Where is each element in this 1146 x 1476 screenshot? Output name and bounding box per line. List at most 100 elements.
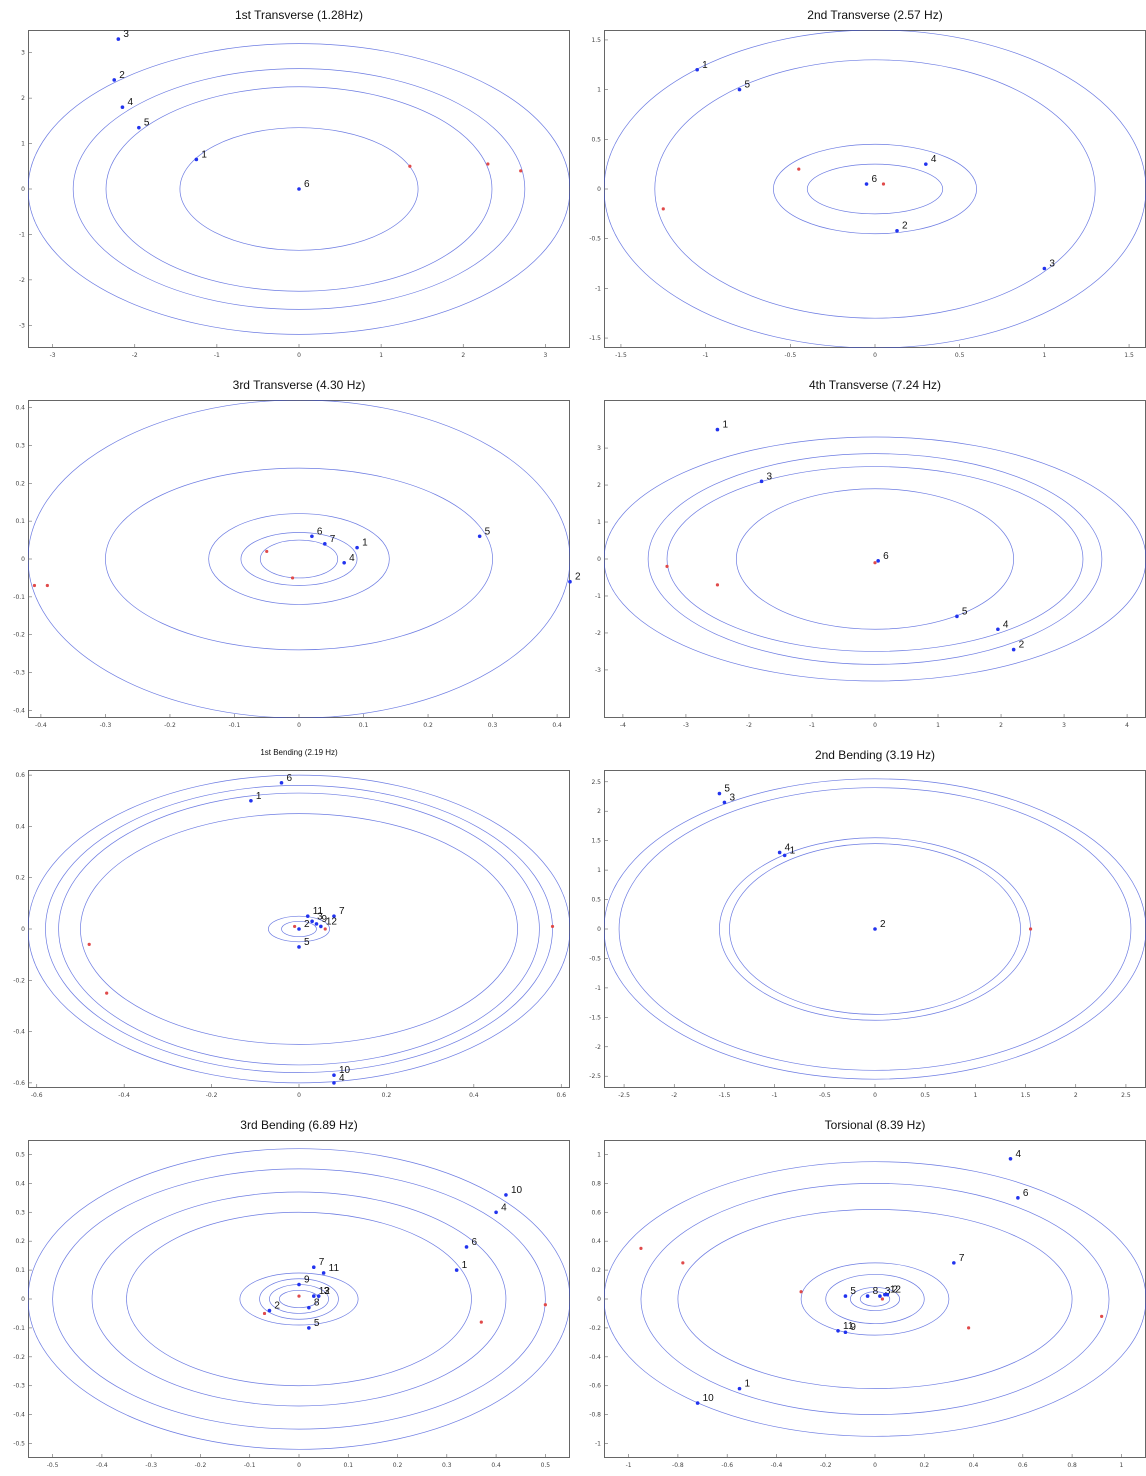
point-label: 7	[319, 1257, 325, 1268]
y-tick-label: -1.5	[589, 335, 601, 342]
x-tick-label: -3	[50, 352, 56, 359]
y-tick-label: 0.5	[591, 136, 601, 143]
point-label: 8	[873, 1286, 879, 1297]
data-point-1	[194, 157, 199, 162]
y-tick-label: 1.5	[591, 37, 601, 44]
y-tick-label: -1	[595, 1441, 601, 1448]
x-tick-label: 1.5	[1124, 352, 1134, 359]
data-point-3	[759, 479, 764, 484]
red-marker	[32, 583, 37, 588]
point-label: 4	[785, 842, 791, 853]
x-tick-label: -0.1	[244, 1462, 256, 1469]
orbit-ellipse	[259, 1278, 339, 1320]
point-label: 1	[462, 1260, 468, 1271]
red-marker	[881, 182, 886, 186]
y-tick-label: -1	[19, 231, 25, 238]
point-label: 3	[123, 29, 129, 40]
y-tick-label: -2	[595, 1044, 601, 1051]
y-tick-label: -0.1	[13, 1325, 25, 1332]
point-label: 5	[304, 937, 310, 948]
orbit-ellipse	[604, 30, 1146, 348]
y-tick-label: -0.5	[589, 236, 601, 243]
orbit-ellipse	[604, 436, 1146, 682]
point-label: 8	[314, 1298, 320, 1309]
data-point-5	[137, 125, 141, 130]
y-tick-label: -0.2	[13, 1354, 25, 1361]
chart-plot: -0.6 -0.4 -0.2 0 0.2 0.4 0.6 -0.6 -0.4 -0.2 0 0.2 0.…	[13, 770, 570, 1099]
x-tick-label: 0.2	[393, 1462, 403, 1469]
x-tick-label: -1	[626, 1462, 632, 1469]
data-point-3	[1042, 266, 1047, 271]
red-marker	[486, 162, 490, 166]
data-point-6	[279, 781, 284, 785]
x-tick-label: -0.6	[31, 1092, 43, 1099]
x-tick-label: 4	[1125, 722, 1129, 729]
x-tick-label: 0.6	[1018, 1462, 1028, 1469]
y-tick-label: -1.5	[589, 1014, 601, 1021]
plot-frame	[604, 30, 1146, 348]
red-marker	[665, 564, 669, 568]
x-tick-label: 0	[297, 352, 301, 359]
y-tick-label: 0.4	[591, 1238, 601, 1245]
data-point-3	[878, 1294, 882, 1298]
point-label: 3	[317, 911, 323, 922]
point-label: 1	[745, 1379, 751, 1390]
y-tick-label: 0.5	[15, 1151, 25, 1158]
y-tick-label: -0.3	[13, 670, 25, 677]
x-tick-label: -0.4	[96, 1462, 108, 1469]
data-point-9	[314, 922, 319, 926]
y-tick-label: 0	[21, 1296, 25, 1303]
orbit-ellipse	[72, 68, 526, 310]
x-tick-label: 0.8	[1067, 1462, 1077, 1469]
point-label: 5	[144, 118, 150, 129]
x-tick-label: 0.3	[442, 1462, 452, 1469]
y-tick-label: -3	[595, 667, 601, 674]
data-point-4	[777, 850, 782, 855]
data-point-12	[883, 1292, 887, 1297]
orbit-ellipse	[850, 1287, 900, 1311]
point-label: 7	[339, 906, 345, 917]
orbit-ellipse	[28, 774, 570, 1084]
x-tick-label: -1	[772, 1092, 778, 1099]
point-label: 6	[317, 526, 323, 537]
x-tick-label: 2	[461, 352, 465, 359]
data-point-11	[305, 914, 310, 918]
red-marker	[323, 927, 327, 931]
x-tick-label: -0.2	[820, 1462, 832, 1469]
orbit-ellipse	[80, 813, 518, 1045]
data-point-2	[885, 1292, 890, 1297]
orbit-ellipse	[179, 127, 419, 251]
y-tick-label: -0.4	[589, 1354, 601, 1361]
red-marker	[639, 1246, 643, 1251]
red-marker	[105, 991, 109, 995]
point-label: 5	[962, 606, 968, 617]
red-marker	[681, 1261, 685, 1265]
point-label: 5	[745, 80, 751, 91]
data-point-1	[454, 1268, 459, 1272]
y-tick-label: 0	[21, 926, 25, 933]
x-tick-label: -0.5	[819, 1092, 831, 1099]
orbit-ellipse	[654, 59, 1096, 319]
point-label: 4	[339, 1073, 345, 1084]
red-marker	[87, 942, 91, 946]
chart-title: 2nd Transverse (2.57 Hz)	[807, 8, 943, 22]
red-marker	[873, 561, 877, 565]
y-tick-label: 0	[597, 556, 601, 563]
point-label: 2	[1019, 640, 1025, 651]
point-label: 3	[324, 1286, 330, 1297]
orbit-ellipse	[640, 1183, 1110, 1415]
x-tick-label: 0.5	[920, 1092, 930, 1099]
chart-plot: -0.5 -0.4 -0.3 -0.2 -0.1 0 0.1 0.2 0.3 0.4 0.5 -0.5…	[13, 1140, 570, 1469]
y-tick-label: -0.3	[13, 1383, 25, 1390]
x-tick-label: -0.4	[771, 1462, 783, 1469]
chart-plot: -1.5 -1 -0.5 0 0.5 1 1.5 -1.5 -1 -0.5 0 0.5 1 1.5 1 5 4 6…	[589, 30, 1146, 359]
data-point-6	[1016, 1196, 1020, 1200]
y-tick-label: 0.2	[15, 875, 25, 882]
point-label: 4	[1016, 1149, 1022, 1160]
data-point-11	[321, 1271, 326, 1275]
y-tick-label: -1	[595, 593, 601, 600]
data-point-5	[955, 614, 959, 619]
point-label: 6	[1023, 1188, 1029, 1199]
y-tick-label: 0	[21, 186, 25, 193]
x-tick-label: 0.5	[541, 1462, 551, 1469]
